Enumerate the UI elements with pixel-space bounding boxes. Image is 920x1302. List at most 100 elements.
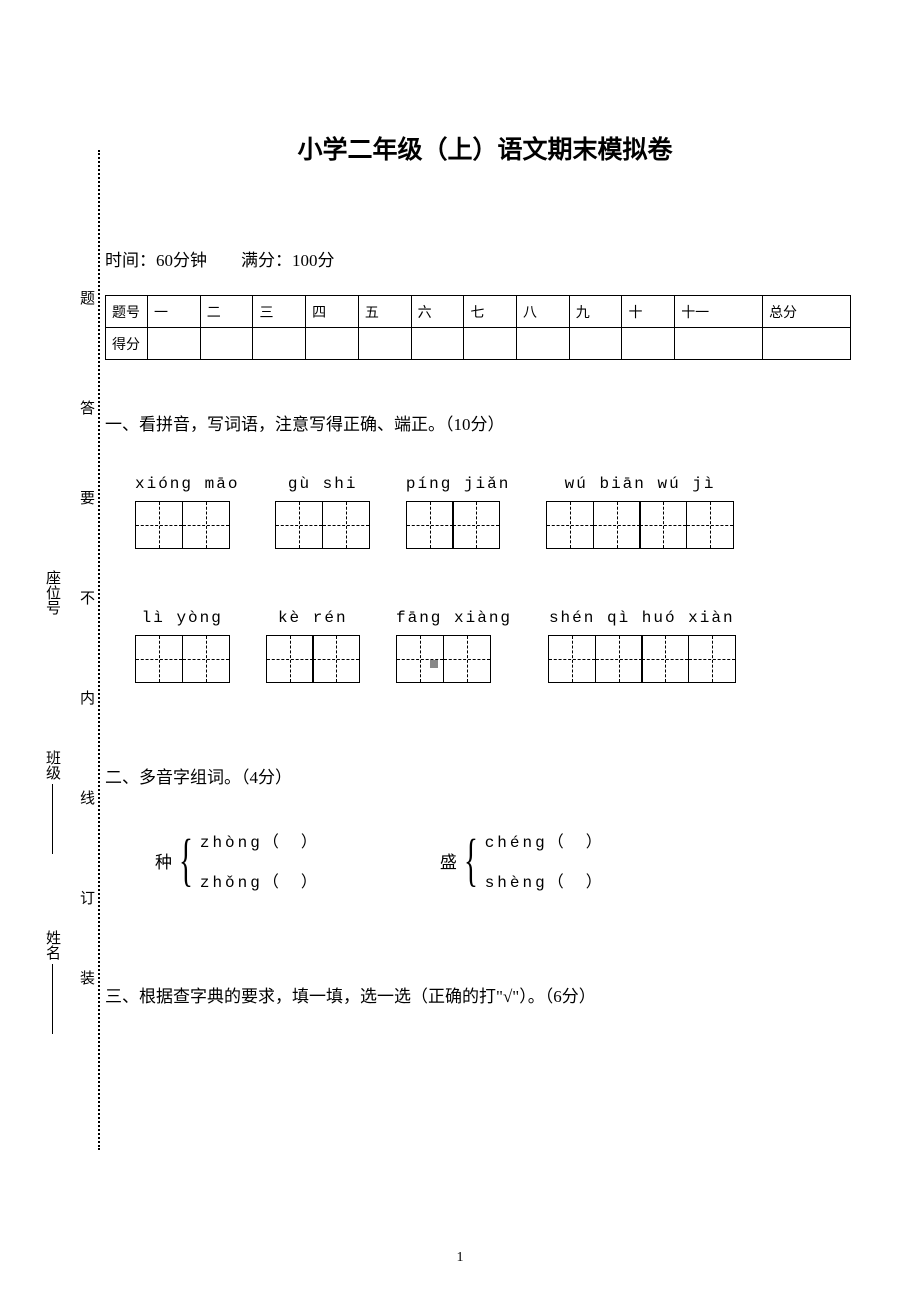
pinyin-option[interactable]: shèng（ ） [485,868,605,892]
col-head: 总分 [763,296,851,328]
pinyin-option[interactable]: zhòng（ ） [200,828,320,852]
char-box[interactable] [546,501,594,549]
pinyin-group: píng jiǎn [406,475,510,549]
score-cell[interactable] [569,328,622,360]
pinyin-group: lì yòng [135,609,230,683]
duoyin-item: 盛 { chéng（ ） shèng（ ） [440,828,605,892]
side-marker: 装 [76,970,97,987]
binding-sidebar: 题 答 要 不 内 线 订 装 座位号 班级 姓名 [36,150,96,1150]
score-cell[interactable] [763,328,851,360]
side-marker: 线 [76,790,97,807]
page: 题 答 要 不 内 线 订 装 座位号 班级 姓名 小学二年级（上）语文期末模拟… [0,0,920,1302]
score-cell[interactable] [622,328,675,360]
col-head: 九 [569,296,622,328]
score-cell[interactable] [464,328,517,360]
char-boxes [275,501,370,549]
pinyin-group: kè rén [266,609,361,683]
pinyin-option[interactable]: chéng（ ） [485,828,605,852]
main-content: 小学二年级（上）语文期末模拟卷 时间：60分钟 满分：100分 题号 一 二 三… [105,0,865,1047]
pinyin-text: fāng xiàng [396,609,512,627]
char-boxes [548,635,736,683]
char-box[interactable] [406,501,454,549]
side-marker: 不 [76,590,97,607]
col-head: 七 [464,296,517,328]
side-marker: 要 [76,490,97,507]
pinyin-row-2: lì yòng kè rén fāng xiàng shén qì huó xiàn [135,609,865,683]
center-marker-icon [430,660,438,668]
side-field-class: 班级 [42,750,63,858]
col-head: 一 [148,296,201,328]
char-box[interactable] [443,635,491,683]
pinyin-text: xióng māo [135,475,239,493]
char-box[interactable] [548,635,596,683]
char-box[interactable] [688,635,736,683]
side-marker: 订 [76,890,97,907]
char-box[interactable] [396,635,444,683]
col-head: 八 [517,296,570,328]
score-cell[interactable] [253,328,306,360]
side-field-seat: 座位号 [42,570,63,615]
duoyin-char: 盛 [440,848,457,873]
page-number: 1 [0,1250,920,1266]
col-head: 五 [358,296,411,328]
seat-label: 座位号 [44,570,60,615]
score-cell[interactable] [517,328,570,360]
char-box[interactable] [266,635,314,683]
side-marker: 题 [76,290,97,307]
score-cell[interactable] [358,328,411,360]
table-row: 得分 [106,328,851,360]
char-boxes [266,635,361,683]
pinyin-text: kè rén [266,609,361,627]
char-box[interactable] [686,501,734,549]
char-box[interactable] [182,635,230,683]
char-boxes [396,635,512,683]
dotted-line [98,150,100,1150]
char-box[interactable] [639,501,687,549]
pinyin-group: wú biān wú jì [546,475,734,549]
col-head: 六 [411,296,464,328]
section-3-head: 三、根据查字典的要求，填一填，选一选（正确的打"√"）。（6分） [105,982,865,1007]
score-cell[interactable] [411,328,464,360]
pinyin-option[interactable]: zhǒng（ ） [200,868,320,892]
char-box[interactable] [593,501,641,549]
char-boxes [135,635,230,683]
char-box[interactable] [322,501,370,549]
pinyin-group: xióng māo [135,475,239,549]
char-box[interactable] [595,635,643,683]
char-box[interactable] [452,501,500,549]
row-label: 得分 [106,328,148,360]
col-head: 十一 [675,296,763,328]
class-label: 班级 [44,750,60,780]
score-cell[interactable] [200,328,253,360]
char-box[interactable] [135,635,183,683]
char-box[interactable] [641,635,689,683]
char-box[interactable] [182,501,230,549]
section-1-head: 一、看拼音，写词语，注意写得正确、端正。（10分） [105,410,865,435]
score-cell[interactable] [306,328,359,360]
pinyin-group: shén qì huó xiàn [548,609,736,683]
col-head: 十 [622,296,675,328]
char-box[interactable] [312,635,360,683]
duoyin-row: 种 { zhòng（ ） zhǒng（ ） 盛 { chéng（ ） shèng… [155,828,865,892]
score-cell[interactable] [675,328,763,360]
char-boxes [406,501,510,549]
brace-icon: { [464,835,478,885]
side-marker: 内 [76,690,97,707]
char-boxes [546,501,734,549]
pinyin-text: lì yòng [135,609,230,627]
char-box[interactable] [275,501,323,549]
row-label: 题号 [106,296,148,328]
exam-title: 小学二年级（上）语文期末模拟卷 [105,130,865,166]
col-head: 二 [200,296,253,328]
exam-info: 时间：60分钟 满分：100分 [105,246,865,271]
pinyin-group: gù shi [275,475,370,549]
char-box[interactable] [135,501,183,549]
score-table: 题号 一 二 三 四 五 六 七 八 九 十 十一 总分 得分 [105,295,851,360]
pinyin-text: gù shi [275,475,370,493]
col-head: 四 [306,296,359,328]
score-cell[interactable] [148,328,201,360]
pinyin-group: fāng xiàng [396,609,512,683]
side-marker: 答 [76,400,97,417]
table-row: 题号 一 二 三 四 五 六 七 八 九 十 十一 总分 [106,296,851,328]
side-field-name: 姓名 [42,930,63,1038]
